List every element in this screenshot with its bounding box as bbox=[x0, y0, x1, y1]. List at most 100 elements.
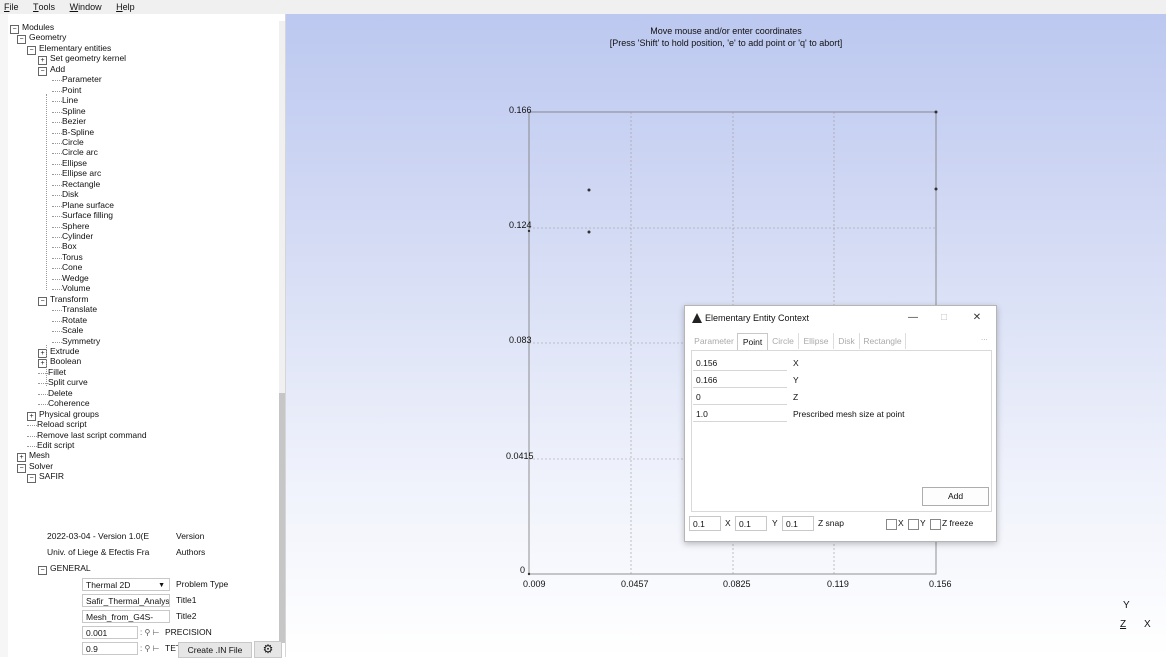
tree-item[interactable]: + Boolean bbox=[38, 356, 81, 369]
tree-item[interactable]: Fillet bbox=[48, 367, 66, 378]
tree-item[interactable]: Torus bbox=[62, 252, 83, 263]
tree-item[interactable]: Symmetry bbox=[62, 336, 100, 347]
tree-item[interactable]: Point bbox=[62, 85, 81, 96]
property-value[interactable]: 2022-03-04 - Version 1.0(E bbox=[44, 530, 177, 543]
tree-item[interactable]: Line bbox=[62, 95, 78, 106]
freeze-x-checkbox[interactable] bbox=[886, 519, 897, 530]
collapse-icon[interactable]: − bbox=[27, 45, 36, 55]
minimize-button[interactable]: — bbox=[903, 311, 923, 325]
tree-connector bbox=[52, 331, 62, 333]
tree-item[interactable]: Plane surface bbox=[62, 200, 114, 211]
tab-parameter[interactable]: Parameter bbox=[691, 333, 738, 349]
collapse-icon[interactable]: − bbox=[10, 25, 19, 34]
tree-item[interactable]: Bezier bbox=[62, 116, 86, 127]
tree-item[interactable]: + Physical groups bbox=[27, 409, 99, 421]
tree-item[interactable]: − Add bbox=[38, 64, 65, 76]
snap-x-input[interactable]: 0.1 bbox=[689, 516, 721, 531]
property-input[interactable]: Safir_Thermal_Analysis bbox=[82, 594, 170, 607]
dialog-title-bar[interactable]: Elementary Entity Context — □ ✕ bbox=[685, 306, 996, 331]
create-in-file-button[interactable]: Create .IN File bbox=[178, 642, 252, 658]
property-input[interactable]: 0.001 bbox=[82, 626, 138, 639]
x-coordinate-input[interactable]: 0.156 bbox=[693, 356, 787, 371]
tree-item-general[interactable]: − GENERAL bbox=[38, 563, 91, 575]
tab-disk[interactable]: Disk bbox=[834, 333, 860, 349]
tree-item[interactable]: − Geometry bbox=[17, 32, 66, 45]
tree-item[interactable]: Scale bbox=[62, 325, 83, 336]
tab-point[interactable]: Point bbox=[737, 333, 768, 350]
tree-item[interactable]: Split curve bbox=[48, 377, 88, 388]
tree-item[interactable]: Ellipse arc bbox=[62, 168, 101, 179]
y-coordinate-input[interactable]: 0.166 bbox=[693, 373, 787, 388]
menu-file[interactable]: File bbox=[4, 2, 19, 12]
tree-item-label: Delete bbox=[48, 387, 73, 398]
tree-item[interactable]: Remove last script command bbox=[37, 430, 147, 441]
expand-icon[interactable]: + bbox=[38, 56, 47, 66]
add-point-button[interactable]: Add bbox=[922, 487, 989, 506]
property-input[interactable]: Mesh_from_G4S-Mesher bbox=[82, 610, 170, 623]
tree-item[interactable]: Box bbox=[62, 241, 77, 252]
tree-item[interactable]: Disk bbox=[62, 189, 79, 200]
tree-item[interactable]: Ellipse bbox=[62, 158, 87, 169]
tab-circle[interactable]: Circle bbox=[768, 333, 799, 349]
expand-icon[interactable]: + bbox=[17, 453, 26, 463]
tree-item[interactable]: Spline bbox=[62, 106, 86, 117]
problem-type-select[interactable]: Thermal 2D ▼ bbox=[82, 578, 170, 591]
collapse-icon[interactable]: − bbox=[17, 35, 26, 45]
tree-item[interactable]: Volume bbox=[62, 283, 90, 294]
tree-item[interactable]: − Modules bbox=[10, 22, 54, 34]
tree-item[interactable]: Delete bbox=[48, 388, 73, 399]
expand-icon[interactable]: + bbox=[27, 411, 36, 421]
mesh-size-input[interactable]: 1.0 bbox=[693, 407, 787, 422]
settings-gear-button[interactable]: ⚙ bbox=[254, 641, 282, 658]
tree-item[interactable]: − Transform bbox=[38, 294, 88, 306]
collapse-icon[interactable]: − bbox=[17, 463, 26, 473]
tree-item[interactable]: Circle bbox=[62, 137, 84, 148]
spin-controls-icon[interactable]: : ⚲ ⊢ bbox=[140, 644, 160, 653]
tree-item[interactable]: Parameter bbox=[62, 74, 102, 85]
tree-item[interactable]: + Set geometry kernel bbox=[38, 53, 126, 66]
tree-item[interactable]: − Elementary entities bbox=[27, 43, 111, 55]
property-value[interactable]: Univ. of Liege & Efectis Fra bbox=[44, 546, 177, 559]
tree-item[interactable]: + Mesh bbox=[17, 450, 50, 463]
tree-item[interactable]: Edit script bbox=[37, 440, 74, 451]
freeze-y-checkbox[interactable] bbox=[908, 519, 919, 530]
snap-z-input[interactable]: 0.1 bbox=[782, 516, 814, 531]
menu-help[interactable]: Help bbox=[116, 2, 135, 12]
tree-item[interactable]: Circle arc bbox=[62, 147, 98, 158]
collapse-icon[interactable]: − bbox=[38, 66, 47, 76]
tree-item[interactable]: Coherence bbox=[48, 398, 90, 409]
property-input[interactable]: 0.9 bbox=[82, 642, 138, 655]
tab-ellipse[interactable]: Ellipse bbox=[799, 333, 834, 349]
tree-item[interactable]: + Extrude bbox=[38, 346, 79, 358]
tree-item[interactable]: Cylinder bbox=[62, 231, 93, 242]
tree-item[interactable]: Cone bbox=[62, 262, 82, 273]
tree-scrollbar[interactable] bbox=[279, 21, 285, 643]
z-coordinate-input[interactable]: 0 bbox=[693, 390, 787, 405]
y-tick-label: 0 bbox=[520, 565, 526, 575]
menu-window[interactable]: Window bbox=[69, 2, 102, 12]
chevron-down-icon[interactable]: ▼ bbox=[158, 582, 165, 589]
tree-item[interactable]: − Solver bbox=[17, 461, 53, 473]
spin-controls-icon[interactable]: : ⚲ ⊢ bbox=[140, 628, 160, 637]
tree-item[interactable]: Rectangle bbox=[62, 179, 100, 190]
freeze-z-checkbox[interactable] bbox=[930, 519, 941, 530]
tree-item[interactable]: Rotate bbox=[62, 315, 87, 326]
tree-item[interactable]: Sphere bbox=[62, 221, 89, 232]
tree-item[interactable]: − SAFIR bbox=[27, 471, 64, 484]
snap-y-input[interactable]: 0.1 bbox=[735, 516, 767, 531]
tree-item[interactable]: Reload script bbox=[37, 419, 87, 430]
maximize-button[interactable]: □ bbox=[934, 311, 954, 325]
menu-tools[interactable]: Tools bbox=[33, 2, 56, 12]
collapse-icon[interactable]: − bbox=[38, 566, 47, 575]
collapse-icon[interactable]: − bbox=[27, 474, 36, 484]
collapse-icon[interactable]: − bbox=[38, 296, 47, 306]
tree-item[interactable]: Translate bbox=[62, 304, 97, 315]
tab-rectangle[interactable]: Rectangle bbox=[860, 333, 906, 349]
tree-item[interactable]: Surface filling bbox=[62, 210, 113, 221]
close-button[interactable]: ✕ bbox=[967, 311, 987, 325]
tab-overflow-icon[interactable]: ... bbox=[981, 333, 988, 342]
tree-scrollbar-thumb[interactable] bbox=[279, 393, 285, 643]
tree-connector bbox=[52, 142, 62, 144]
tree-item[interactable]: B-Spline bbox=[62, 127, 94, 138]
tree-item[interactable]: Wedge bbox=[62, 273, 89, 284]
